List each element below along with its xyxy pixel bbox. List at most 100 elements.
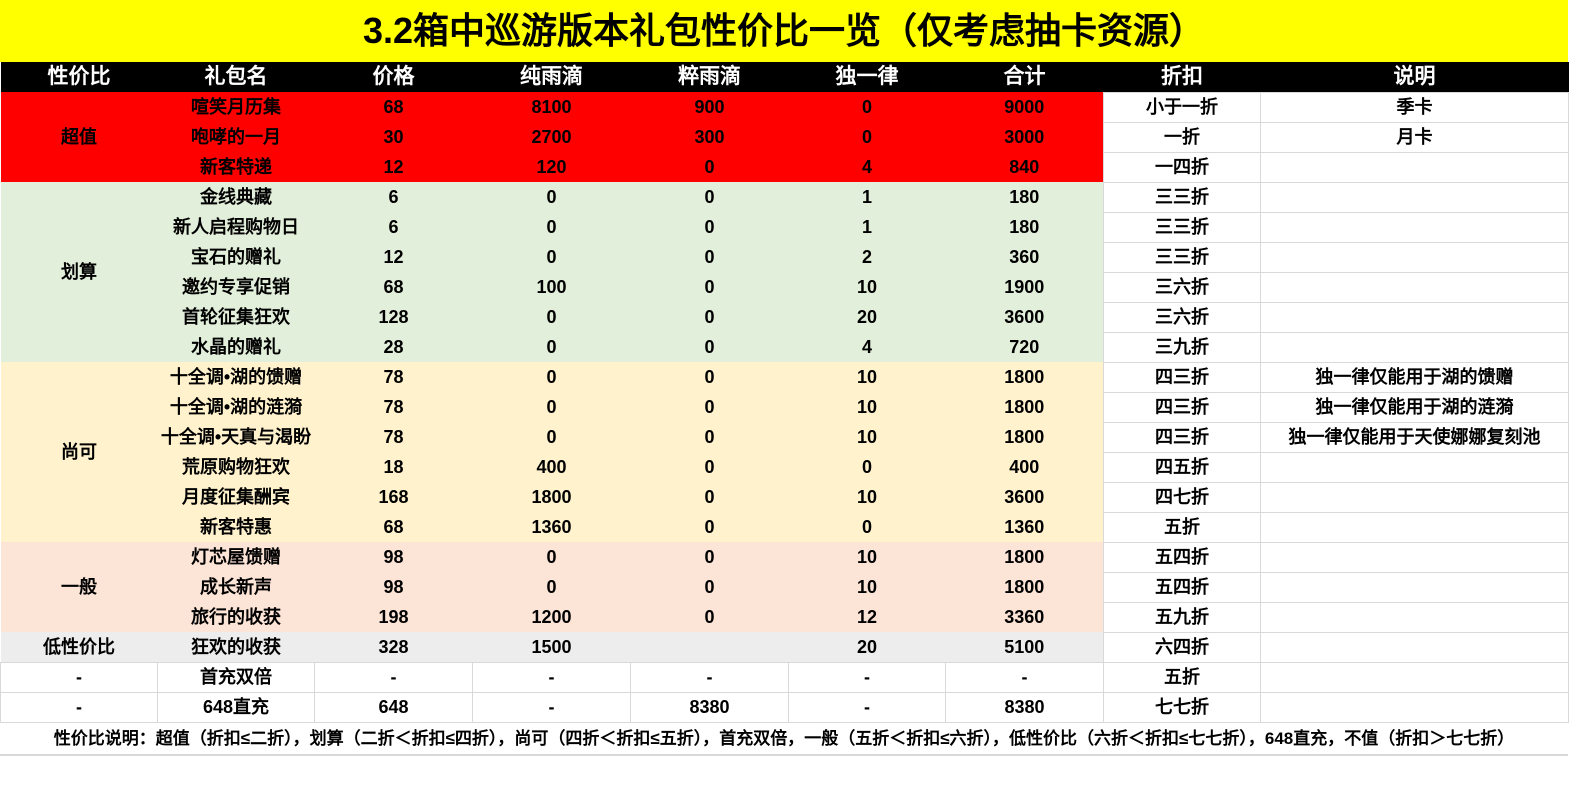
total-cell: 3360 [945, 602, 1104, 632]
table-row: 超值 喧笑月历集 68 8100 900 0 9000 小于一折 季卡 [0, 91, 1569, 182]
unique-law-cell: 0 [788, 122, 946, 152]
unique-law-cell: 10 [788, 362, 946, 392]
fine-raindrop-cell: 0 [630, 602, 789, 632]
unique-law-cell: - [788, 691, 946, 723]
note-cell [1260, 181, 1569, 213]
tier-cell: 一般 [0, 542, 158, 632]
total-cell: 180 [945, 212, 1104, 242]
column-header: 折扣 [1103, 62, 1261, 92]
total-cell: 1800 [945, 392, 1104, 422]
table-row: 水晶的赠礼 28 0 0 4 720 三九折 [1, 331, 1569, 363]
fine-raindrop-cell: 0 [630, 392, 789, 422]
fine-raindrop-cell: 0 [630, 422, 789, 452]
total-cell: 3000 [945, 122, 1104, 152]
price-cell: 12 [314, 242, 473, 272]
price-cell: 128 [314, 302, 473, 332]
price-cell: 78 [314, 362, 473, 392]
discount-cell: 四七折 [1103, 481, 1261, 513]
total-cell: 5100 [945, 632, 1104, 662]
pack-name-cell: 宝石的赠礼 [157, 242, 315, 272]
fine-raindrop-cell: 0 [630, 212, 789, 242]
tier-cell: 低性价比 [0, 632, 158, 662]
pure-raindrop-cell: 0 [472, 392, 631, 422]
note-cell: 独一律仅能用于湖的馈赠 [1260, 361, 1569, 393]
total-cell: 180 [945, 182, 1104, 212]
unique-law-cell: - [788, 661, 946, 693]
pack-name-cell: 首轮征集狂欢 [157, 302, 315, 332]
pure-raindrop-cell: 100 [472, 272, 631, 302]
discount-cell: 三三折 [1103, 211, 1261, 243]
total-cell: 400 [945, 452, 1104, 482]
fine-raindrop-cell: 0 [630, 512, 789, 542]
fine-raindrop-cell: - [630, 661, 789, 693]
unique-law-cell: 12 [788, 602, 946, 632]
total-cell: 1800 [945, 422, 1104, 452]
fine-raindrop-cell: 0 [630, 272, 789, 302]
table-row: 月度征集酬宾 168 1800 0 10 3600 四七折 [1, 481, 1569, 513]
pure-raindrop-cell: 0 [472, 542, 631, 572]
discount-cell: 四三折 [1103, 391, 1261, 423]
fine-raindrop-cell: 900 [630, 92, 789, 122]
pure-raindrop-cell: - [472, 661, 631, 693]
note-cell: 季卡 [1260, 91, 1569, 123]
footnote: 性价比说明：超值（折扣≤二折），划算（二折＜折扣≤四折），尚可（四折＜折扣≤五折… [0, 723, 1568, 756]
pure-raindrop-cell: - [472, 691, 631, 723]
discount-cell: 三三折 [1103, 241, 1261, 273]
pack-name-cell: 成长新声 [157, 572, 315, 602]
table-row: 划算 金线典藏 6 0 0 1 180 三三折 [0, 181, 1569, 362]
pack-name-cell: 咆哮的一月 [157, 122, 315, 152]
fine-raindrop-cell: 0 [630, 482, 789, 512]
pure-raindrop-cell: 8100 [472, 92, 631, 122]
total-cell: 720 [945, 332, 1104, 362]
note-cell [1260, 481, 1569, 513]
price-cell: 98 [314, 572, 473, 602]
price-cell: 68 [314, 92, 473, 122]
discount-cell: 五九折 [1103, 601, 1261, 633]
table-row: 一般 灯芯屋馈赠 98 0 0 10 1800 五四折 [0, 541, 1569, 632]
pack-name-cell: 喧笑月历集 [157, 92, 315, 122]
fine-raindrop-cell: 0 [630, 542, 789, 572]
table-row: 新客特递 12 120 0 4 840 一四折 [1, 151, 1569, 183]
discount-cell: 一四折 [1103, 151, 1261, 183]
note-cell [1260, 211, 1569, 243]
pure-raindrop-cell: 120 [472, 152, 631, 182]
unique-law-cell: 10 [788, 572, 946, 602]
fine-raindrop-cell: 0 [630, 572, 789, 602]
unique-law-cell: 4 [788, 332, 946, 362]
total-cell: 1800 [945, 362, 1104, 392]
pure-raindrop-cell: 0 [472, 212, 631, 242]
column-header: 说明 [1260, 62, 1569, 92]
pack-name-cell: 首充双倍 [157, 661, 315, 693]
fine-raindrop-cell: 0 [630, 302, 789, 332]
fine-raindrop-cell: 0 [630, 242, 789, 272]
unique-law-cell: 0 [788, 512, 946, 542]
table-row: 十全调•湖的涟漪 78 0 0 10 1800 四三折 独一律仅能用于湖的涟漪 [1, 391, 1569, 423]
table-row: 十全调•天真与渴盼 78 0 0 10 1800 四三折 独一律仅能用于天使娜娜复刻池 [1, 421, 1569, 453]
pure-raindrop-cell: 2700 [472, 122, 631, 152]
discount-cell: 七七折 [1103, 691, 1261, 723]
table-row: 新客特惠 68 1360 0 0 1360 五折 [1, 511, 1569, 543]
page: 3.2箱中巡游版本礼包性价比一览（仅考虑抽卡资源） 性价比 礼包名 价格 纯雨滴 粹雨滴… [0, 0, 1569, 756]
pack-name-cell: 新客特递 [157, 152, 315, 182]
pure-raindrop-cell: 0 [472, 332, 631, 362]
discount-cell: 四三折 [1103, 421, 1261, 453]
table-row: 宝石的赠礼 12 0 0 2 360 三三折 [1, 241, 1569, 273]
note-cell [1260, 511, 1569, 543]
page-title: 3.2箱中巡游版本礼包性价比一览（仅考虑抽卡资源） [0, 0, 1568, 62]
tier-cell: - [0, 661, 158, 693]
price-cell: 98 [314, 542, 473, 572]
total-cell: 9000 [945, 92, 1104, 122]
discount-cell: 三三折 [1103, 181, 1261, 213]
note-cell [1260, 241, 1569, 273]
unique-law-cell: 10 [788, 422, 946, 452]
pack-name-cell: 十全调•湖的涟漪 [157, 392, 315, 422]
discount-cell: 三六折 [1103, 301, 1261, 333]
pure-raindrop-cell: 0 [472, 362, 631, 392]
fine-raindrop-cell: 0 [630, 332, 789, 362]
unique-law-cell: 1 [788, 182, 946, 212]
pack-name-cell: 邀约专享促销 [157, 272, 315, 302]
discount-cell: 三九折 [1103, 331, 1261, 363]
pack-name-cell: 新人启程购物日 [157, 212, 315, 242]
unique-law-cell: 4 [788, 152, 946, 182]
pure-raindrop-cell: 1360 [472, 512, 631, 542]
